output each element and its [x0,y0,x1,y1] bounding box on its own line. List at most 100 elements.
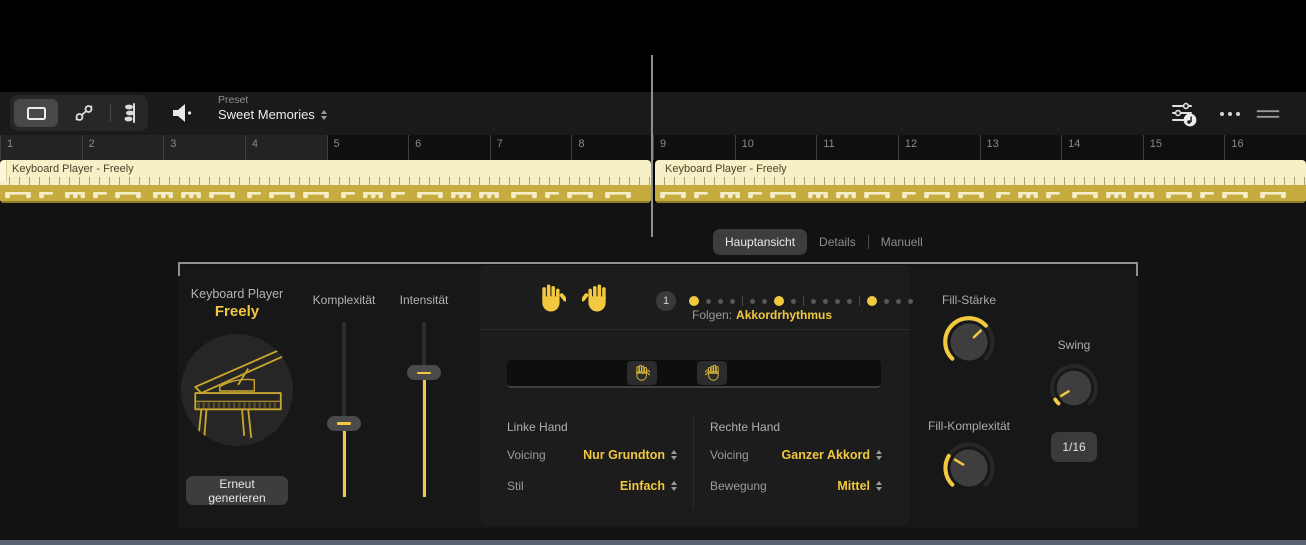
midi-region-2[interactable]: Keyboard Player - Freely [655,160,1306,203]
ruler-bar-15[interactable]: 15 [1142,135,1225,160]
ruler-bar-11[interactable]: 11 [816,135,898,160]
highlight-bracket-right [1136,262,1138,276]
window-handle-icon[interactable] [1254,101,1282,127]
tab-hauptansicht[interactable]: Hauptansicht [713,229,808,255]
ruler-bar-6[interactable]: 6 [408,135,490,160]
left-hand-icon[interactable] [539,282,566,315]
highlight-bracket-left [178,262,180,276]
region-loop-handle[interactable] [0,160,7,181]
ruler-bar-16[interactable]: 16 [1224,135,1306,160]
ruler-bar-9[interactable]: 9 [653,135,735,160]
dot-group-separator [742,296,743,306]
ruler-bar-7[interactable]: 7 [489,135,572,160]
ruler-bar-12[interactable]: 12 [897,135,980,160]
pattern-dot-14[interactable] [884,298,889,304]
pattern-dot-15[interactable] [896,298,901,304]
tab-divider [867,235,869,249]
swing-knob[interactable] [1047,361,1101,415]
intensity-slider[interactable] [406,322,442,497]
keyboard-range-strip[interactable] [507,360,881,388]
automation-view-icon[interactable] [72,101,96,125]
pattern-dot-9[interactable] [811,298,816,304]
right-hand-outline-icon [705,364,720,382]
left-style-select[interactable]: Einfach [620,479,677,493]
chevron-updown-icon [671,450,677,460]
track-lane: Keyboard Player - Freely Keyboard Player… [0,160,1306,203]
view-mode-region-button[interactable] [14,99,58,127]
pattern-dot-8[interactable] [791,298,796,304]
pattern-dot-4[interactable] [730,298,735,304]
pattern-dot-3[interactable] [718,298,723,304]
right-hand-icon[interactable] [582,282,609,315]
slider-fill [342,423,346,497]
ruler-bar-14[interactable]: 14 [1061,135,1143,160]
intensity-label: Intensität [399,293,449,307]
fill-complexity-label: Fill-Komplexität [927,419,1011,433]
row-label: Voicing [507,448,546,462]
left-voicing-select[interactable]: Nur Grundton [583,448,677,462]
dot-group-separator [803,296,804,306]
pattern-dot-1[interactable] [689,296,699,306]
fill-complexity-knob[interactable] [940,439,998,497]
tab-details[interactable]: Details [819,235,856,249]
row-label: Voicing [710,448,749,462]
right-movement-select[interactable]: Mittel [837,479,882,493]
chevron-updown-icon [876,481,882,491]
bar-ruler[interactable]: 1 2 3 4 5 6 7 8 9 10 11 12 13 14 15 16 [0,135,1306,160]
view-mode-switcher [10,95,148,131]
pattern-dot-11[interactable] [835,298,840,304]
ruler-bar-8[interactable]: 8 [571,135,653,160]
pattern-dot-row [689,291,913,311]
region-beat-ticks [655,177,1306,185]
right-voicing-select[interactable]: Ganzer Akkord [782,448,882,462]
follow-value: Akkordrhythmus [736,308,833,322]
fill-strength-knob[interactable] [940,313,998,371]
ruler-bar-5[interactable]: 5 [326,135,409,160]
pattern-dot-6[interactable] [762,298,767,304]
ruler-bar-1[interactable]: 1 [0,135,82,160]
complexity-slider[interactable] [326,322,362,497]
more-icon[interactable] [1216,101,1244,127]
slider-track[interactable] [342,322,346,497]
region-view-icon [27,107,46,120]
pattern-dot-13[interactable] [867,296,877,306]
speaker-icon[interactable] [170,102,194,124]
pattern-dot-12[interactable] [847,298,852,304]
editor-toolbar: Preset Sweet Memories [0,92,1306,135]
region-note-band [0,185,651,203]
pattern-dot-7[interactable] [774,296,784,306]
right-voicing-row: Voicing Ganzer Akkord [710,448,882,462]
player-type-label: Keyboard Player [190,287,284,301]
tab-manuell[interactable]: Manuell [880,235,923,249]
session-player-settings-icon[interactable] [1170,101,1198,127]
note-value-button[interactable]: 1/16 [1051,432,1097,462]
pattern-dot-5[interactable] [750,298,755,304]
ruler-bar-4[interactable]: 4 [244,135,327,160]
regenerate-button[interactable]: Erneut generieren [186,476,288,505]
preset-label: Preset [218,94,249,106]
midi-region-1[interactable]: Keyboard Player - Freely [0,160,651,203]
left-hand-outline-icon [635,364,650,382]
session-player-editor: Hauptansicht Details Manuell Keyboard Pl… [0,203,1306,540]
pattern-dot-10[interactable] [823,298,828,304]
slider-handle[interactable] [327,416,361,431]
fill-strength-label: Fill-Stärke [941,293,996,307]
region-name: Keyboard Player - Freely [12,163,134,175]
right-hand-range-button[interactable] [697,361,727,385]
ruler-bar-2[interactable]: 2 [81,135,164,160]
pattern-dot-16[interactable] [908,298,913,304]
panel-divider [480,329,910,330]
ruler-bar-10[interactable]: 10 [734,135,817,160]
follow-row[interactable]: Folgen: Akkordrhythmus [692,308,832,322]
preset-select[interactable]: Sweet Memories [218,107,327,122]
pattern-dot-2[interactable] [706,298,711,304]
slider-fill [422,372,426,497]
left-hand-range-button[interactable] [627,361,657,385]
midi-notes-icon[interactable] [118,101,142,125]
player-style-value: Freely [214,303,260,320]
slider-handle[interactable] [407,365,441,381]
chevron-updown-icon [320,109,327,120]
ruler-bar-3[interactable]: 3 [163,135,245,160]
ruler-bar-13[interactable]: 13 [979,135,1062,160]
